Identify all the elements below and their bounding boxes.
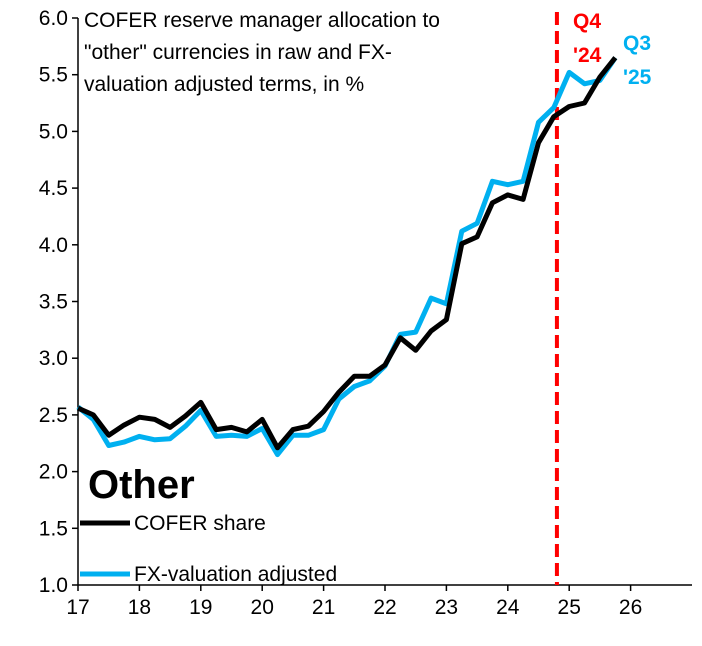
y-tick-label: 5.0 [39,120,68,143]
y-tick-label: 3.0 [39,347,68,370]
annotation-q4-line-2: '24 [573,44,602,67]
y-tick-label: 4.0 [39,234,68,257]
legend-label-cofer: COFER share [134,512,266,535]
y-tick-label: 2.0 [39,461,68,484]
chart-title-line-2: "other" currencies in raw and FX- [84,41,392,64]
x-tick-label: 23 [435,596,458,619]
x-tick-label: 24 [496,596,520,619]
series-lines [76,56,618,458]
y-tick-label: 1.5 [39,517,68,540]
x-tick-label: 25 [558,596,581,619]
x-tick-label: 21 [312,596,335,619]
y-tick-label: 6.0 [39,7,68,30]
chart-title-line-1: COFER reserve manager allocation to [84,9,440,32]
annotation-q3-line-2: '25 [623,66,652,89]
x-tick-label: 22 [373,596,396,619]
series-line-fx-adjusted [76,56,618,458]
legend-label-fx: FX-valuation adjusted [134,563,337,586]
y-tick-label: 5.5 [39,64,68,87]
annotation-q4-line-1: Q4 [573,10,601,33]
x-tick-label: 18 [128,596,151,619]
y-tick-label: 2.5 [39,404,68,427]
panel-label: Other [88,463,195,507]
y-tick-label: 3.5 [39,291,68,314]
y-tick-label: 1.0 [39,574,68,597]
series-line-cofer-share [76,56,618,451]
axes: 1.0 1.5 2.0 2.5 3.0 3.5 4.0 4.5 5.0 5.5 6.0 17 18 19 2… [39,7,692,619]
x-tick-label: 20 [251,596,274,619]
x-tick-label: 17 [66,596,89,619]
chart-title-line-3: valuation adjusted terms, in % [84,73,364,96]
x-tick-label: 26 [619,596,642,619]
y-tick-label: 4.5 [39,177,68,200]
x-tick-label: 19 [189,596,212,619]
annotation-q3-line-1: Q3 [623,32,651,55]
